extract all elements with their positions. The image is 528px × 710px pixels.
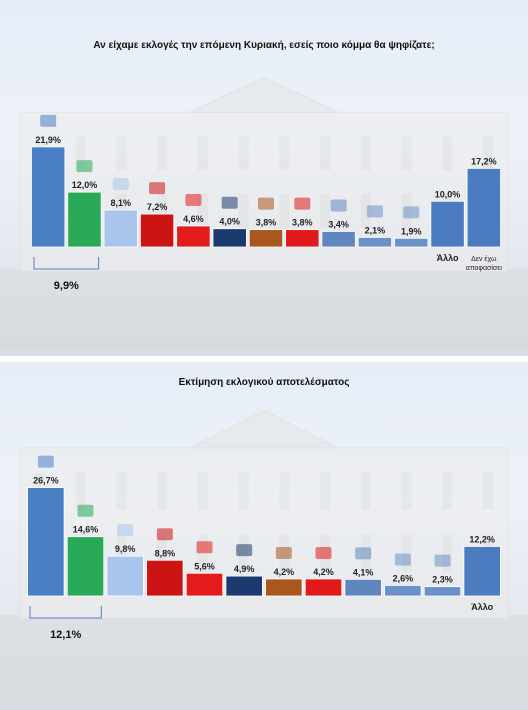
value-label: 1,9% [401,226,422,236]
party-logo-icon [315,546,332,559]
category-label: Άλλο [437,253,459,263]
chart-title: Εκτίμηση εκλογικού αποτελέσματος [178,377,350,388]
value-label: 8,8% [155,548,176,558]
party-logo-icon [366,205,383,218]
value-label: 4,9% [234,564,255,574]
bar [146,559,184,597]
party-logo-icon [236,544,253,557]
chart-panel-vote-estimate: Εκτίμηση εκλογικού αποτελέσματος 26,7% 14… [0,362,528,710]
value-label: 3,8% [292,218,313,228]
party-logo-icon [221,196,238,209]
bar [423,586,462,597]
value-label: 26,7% [33,476,59,486]
party-logo-icon [355,547,372,560]
party-logo-icon [330,199,347,212]
party-logo-icon [77,504,94,517]
chart-title: Αν είχαμε εκλογές την επόμενη Κυριακή, ε… [93,40,435,51]
bar [31,146,66,248]
value-label: 3,4% [328,219,349,229]
bar [139,213,175,248]
panel-divider [0,356,528,362]
chart-svg: 21,9% 12,0% 8,1% 7,2% 4,6% 4,0% 3,8% 3,8% 3,4% 2,… [0,76,528,350]
category-label: αποφασίσει [466,264,503,272]
party-logo-icon [294,197,311,210]
party-logo-icon [37,455,54,468]
bar [212,228,247,248]
category-label: Άλλο [471,602,493,612]
party-logo-icon [117,524,134,537]
value-label: 2,3% [432,575,453,585]
chart-panel-voting-intention: Αν είχαμε εκλογές την επόμενη Κυριακή, ε… [0,0,528,356]
party-logo-icon [185,193,202,206]
bar [466,167,501,248]
value-label: 7,2% [147,202,168,212]
bar [27,487,65,597]
party-logo-icon [434,554,451,567]
value-label: 12,2% [469,534,495,544]
bar [304,578,343,597]
party-logo-icon [156,528,173,541]
value-label: 2,6% [393,573,414,583]
value-label: 4,1% [353,567,374,577]
party-logo-icon [258,197,274,210]
annotation-bracket [33,257,100,270]
value-label: 4,0% [219,217,240,227]
party-logo-icon [40,114,57,127]
value-label: 4,2% [274,567,295,577]
value-label: 10,0% [435,189,461,199]
bar [463,546,501,597]
chart-svg: 26,7% 14,6% 9,8% 8,8% 5,6% 4,9% 4,2% 4,2% 4,1% 2,… [0,410,528,702]
bar [394,237,429,248]
bar [67,191,102,248]
bar [321,231,356,248]
value-label: 14,6% [73,525,99,535]
bar [265,578,303,597]
annotation-bracket [29,606,102,619]
annotation-label: 9,9% [54,280,79,292]
value-label: 8,1% [111,198,132,208]
bar [66,536,105,597]
bar [106,555,144,597]
bar [185,572,224,597]
value-label: 21,9% [35,135,61,145]
value-label: 4,2% [313,567,334,577]
party-logo-icon [394,553,411,566]
value-label: 2,1% [365,225,386,235]
category-label: Δεν έχω [471,255,497,263]
bar [384,585,422,597]
bar [430,200,465,248]
bar [103,209,138,248]
party-logo-icon [112,177,129,190]
bar [344,578,382,597]
annotation-label: 12,1% [50,629,81,641]
value-label: 12,0% [72,180,98,190]
party-logo-icon [403,206,420,219]
party-logo-icon [76,160,93,173]
value-label: 4,6% [183,214,204,224]
bar [225,575,263,597]
party-logo-icon [196,541,213,554]
bar [176,225,211,248]
bar [285,229,320,248]
value-label: 17,2% [471,156,497,166]
bar [357,236,393,248]
party-logo-icon [149,182,166,195]
bar [248,229,284,248]
party-logo-icon [275,546,292,559]
value-label: 5,6% [194,561,215,571]
value-label: 3,8% [256,218,277,228]
value-label: 9,8% [115,544,136,554]
